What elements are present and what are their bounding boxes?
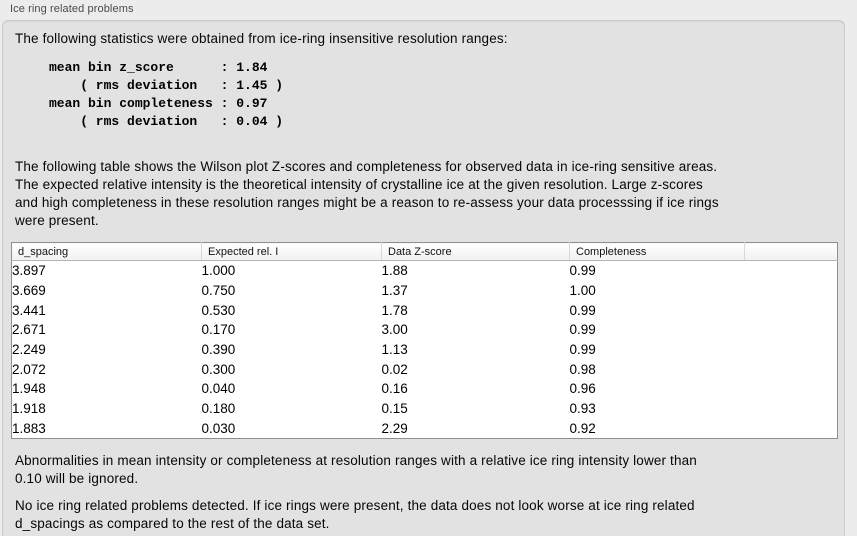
- column-header-data-z-score[interactable]: Data Z-score: [381, 242, 570, 261]
- table-cell: 0.99: [569, 342, 596, 358]
- table-cell: 0.98: [569, 361, 596, 377]
- ice-ring-table-container: d_spacing Expected rel. I Data Z-score C…: [11, 242, 838, 440]
- table-cell-empty: [745, 261, 838, 281]
- conclusion-text: No ice ring related problems detected. I…: [15, 497, 832, 533]
- column-header-empty: [744, 242, 838, 261]
- table-cell: 0.99: [569, 322, 596, 338]
- table-cell: 0.300: [201, 361, 236, 377]
- table-cell: 3.00: [381, 322, 408, 338]
- table-header-row: d_spacing Expected rel. I Data Z-score C…: [11, 242, 838, 261]
- ice-ring-panel: The following statistics were obtained f…: [2, 20, 845, 536]
- table-row[interactable]: 1.883 0.030 2.29 0.92: [12, 419, 838, 439]
- table-body: 3.897 1.000 1.88 0.99 3.669 0.750 1.37 1.00 3.44…: [12, 261, 838, 439]
- table-cell-empty: [745, 359, 838, 379]
- table-cell-empty: [745, 340, 838, 360]
- table-cell: 0.93: [569, 401, 596, 417]
- table-cell: 1.000: [201, 263, 236, 279]
- description-text: The following table shows the Wilson plo…: [15, 158, 832, 230]
- table-cell: 0.530: [201, 302, 236, 318]
- table-cell: 0.96: [569, 381, 596, 397]
- table-cell: 0.99: [569, 302, 596, 318]
- table-row[interactable]: 3.669 0.750 1.37 1.00: [12, 281, 838, 301]
- table-cell: 0.92: [569, 420, 596, 436]
- note-line: 0.10 will be ignored.: [15, 471, 139, 487]
- table-cell: 2.249: [12, 342, 46, 358]
- table-row[interactable]: 3.441 0.530 1.78 0.99: [12, 300, 838, 320]
- table-cell: 1.78: [381, 302, 408, 318]
- table-cell: 0.02: [381, 361, 408, 377]
- panel-content: The following statistics were obtained f…: [3, 30, 844, 533]
- column-header-completeness[interactable]: Completeness: [569, 242, 745, 261]
- table-row[interactable]: 1.948 0.040 0.16 0.96: [12, 379, 838, 399]
- table-cell: 1.88: [381, 263, 408, 279]
- table-cell: 2.671: [12, 322, 46, 338]
- table-cell-empty: [745, 379, 838, 399]
- table-cell: 1.948: [12, 381, 46, 397]
- stats-block: mean bin z_score : 1.84 ( rms deviation …: [49, 60, 284, 129]
- table-cell-empty: [745, 320, 838, 340]
- table-cell: 0.15: [381, 401, 408, 417]
- table-cell: 1.00: [569, 283, 596, 299]
- table-cell: 2.29: [381, 420, 408, 436]
- table-cell: 2.072: [12, 361, 46, 377]
- table-cell-empty: [745, 399, 838, 419]
- table-cell: 1.918: [12, 401, 46, 417]
- column-header-d-spacing[interactable]: d_spacing: [11, 242, 202, 261]
- table-cell: 3.441: [12, 302, 46, 318]
- group-box-title: Ice ring related problems: [10, 3, 134, 15]
- description-line: were present.: [15, 213, 99, 228]
- table-cell: 0.030: [201, 420, 236, 436]
- table-cell: 0.16: [381, 381, 408, 397]
- table-cell-empty: [745, 419, 838, 439]
- table-row[interactable]: 2.671 0.170 3.00 0.99: [12, 320, 838, 340]
- conclusion-line: d_spacings as compared to the rest of th…: [15, 516, 330, 532]
- table-cell: 3.897: [12, 263, 46, 279]
- table-cell: 1.883: [12, 420, 46, 436]
- table-cell: 0.99: [569, 263, 596, 279]
- conclusion-line: No ice ring related problems detected. I…: [15, 498, 695, 514]
- table-cell: 3.669: [12, 283, 46, 299]
- table-cell: 0.040: [201, 381, 236, 397]
- table-row[interactable]: 1.918 0.180 0.15 0.93: [12, 399, 838, 419]
- table-row[interactable]: 2.072 0.300 0.02 0.98: [12, 359, 838, 379]
- table-cell: 0.390: [201, 342, 236, 358]
- table-cell: 1.37: [381, 283, 408, 299]
- note-text: Abnormalities in mean intensity or compl…: [15, 452, 832, 488]
- table-cell: 0.170: [201, 322, 236, 338]
- table-cell-empty: [745, 281, 838, 301]
- table-row[interactable]: 2.249 0.390 1.13 0.99: [12, 340, 838, 360]
- note-line: Abnormalities in mean intensity or compl…: [15, 453, 697, 469]
- description-line: The following table shows the Wilson plo…: [15, 159, 718, 174]
- description-line: and high completeness in these resolutio…: [15, 195, 719, 210]
- column-header-expected-rel-i[interactable]: Expected rel. I: [201, 242, 382, 261]
- table-cell: 0.750: [201, 283, 236, 299]
- table-cell: 1.13: [381, 342, 408, 358]
- table-cell-empty: [745, 300, 838, 320]
- table-cell: 0.180: [201, 401, 236, 417]
- intro-text: The following statistics were obtained f…: [15, 31, 508, 46]
- description-line: The expected relative intensity is the t…: [15, 177, 703, 192]
- table-row[interactable]: 3.897 1.000 1.88 0.99: [12, 261, 838, 281]
- ice-ring-table[interactable]: d_spacing Expected rel. I Data Z-score C…: [11, 242, 838, 440]
